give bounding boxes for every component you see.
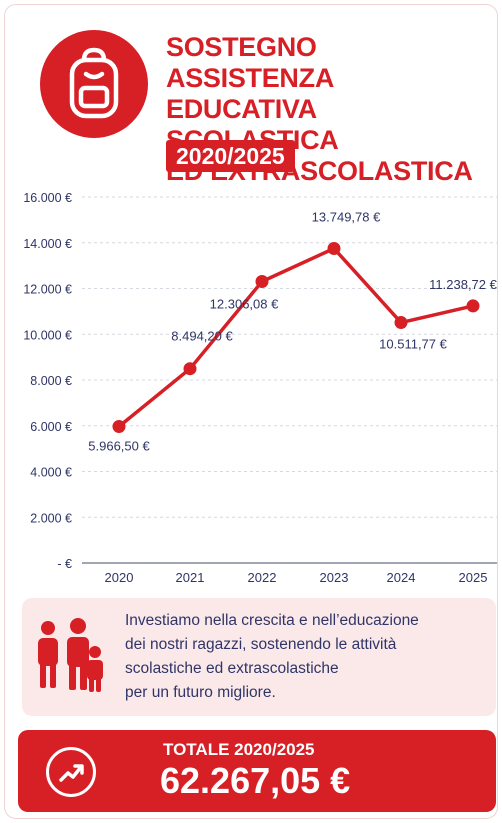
series-line <box>117 246 474 428</box>
info-text: Investiamo nella crescita e nell’educazi… <box>125 609 485 705</box>
total-box <box>18 730 496 812</box>
x-tick-label: 2021 <box>176 570 205 585</box>
y-tick-label: 4.000 € <box>30 466 72 480</box>
data-label: 13.749,78 € <box>312 209 381 224</box>
data-label: 11.238,72 € <box>429 277 497 292</box>
data-label: 10.511,77 € <box>379 337 447 352</box>
data-point <box>394 316 408 330</box>
info-line: dei nostri ragazzi, sostenendo le attivi… <box>125 636 397 653</box>
data-point <box>112 420 126 434</box>
family-icon <box>38 618 103 692</box>
total-label: TOTALE 2020/2025 <box>163 740 315 759</box>
x-tick-label: 2024 <box>387 570 416 585</box>
y-tick-label: 12.000 € <box>23 283 72 297</box>
data-point <box>327 241 341 255</box>
x-tick-label: 2022 <box>248 570 277 585</box>
backpack-icon <box>69 47 119 119</box>
info-line: per un futuro migliore. <box>125 684 276 701</box>
data-point <box>466 299 480 313</box>
y-tick-label: 8.000 € <box>30 374 72 388</box>
line-chart: 16.000 € 14.000 € 12.000 € 10.000 € 8.000 € 6… <box>23 191 497 585</box>
info-box <box>22 598 496 716</box>
data-label: 12.306,08 € <box>210 296 279 311</box>
total-value: 62.267,05 € <box>160 760 351 801</box>
trend-circle <box>46 747 96 797</box>
y-tick-label: 2.000 € <box>30 511 72 525</box>
info-line: scolastiche ed extrascolastiche <box>125 660 339 677</box>
data-label: 5.966,50 € <box>88 439 150 454</box>
infographic-card <box>4 4 498 819</box>
x-tick-label: 2023 <box>320 570 349 585</box>
x-tick-label: 2020 <box>105 570 134 585</box>
y-tick-label: 6.000 € <box>30 420 72 434</box>
y-tick-label: 10.000 € <box>23 328 72 342</box>
data-label: 8.494,20 € <box>171 329 233 344</box>
info-line: Investiamo nella crescita e nell’educazi… <box>125 612 419 629</box>
x-tick-label: 2025 <box>459 570 488 585</box>
y-tick-label: 16.000 € <box>23 191 72 205</box>
data-point <box>183 362 197 376</box>
y-tick-label: - € <box>57 557 72 571</box>
period-badge: 2020/2025 <box>166 140 295 172</box>
trend-up-icon <box>59 764 84 782</box>
data-point <box>255 274 269 288</box>
title-line-1: SOSTEGNO ASSISTENZA <box>166 32 335 93</box>
y-tick-label: 14.000 € <box>23 237 72 251</box>
